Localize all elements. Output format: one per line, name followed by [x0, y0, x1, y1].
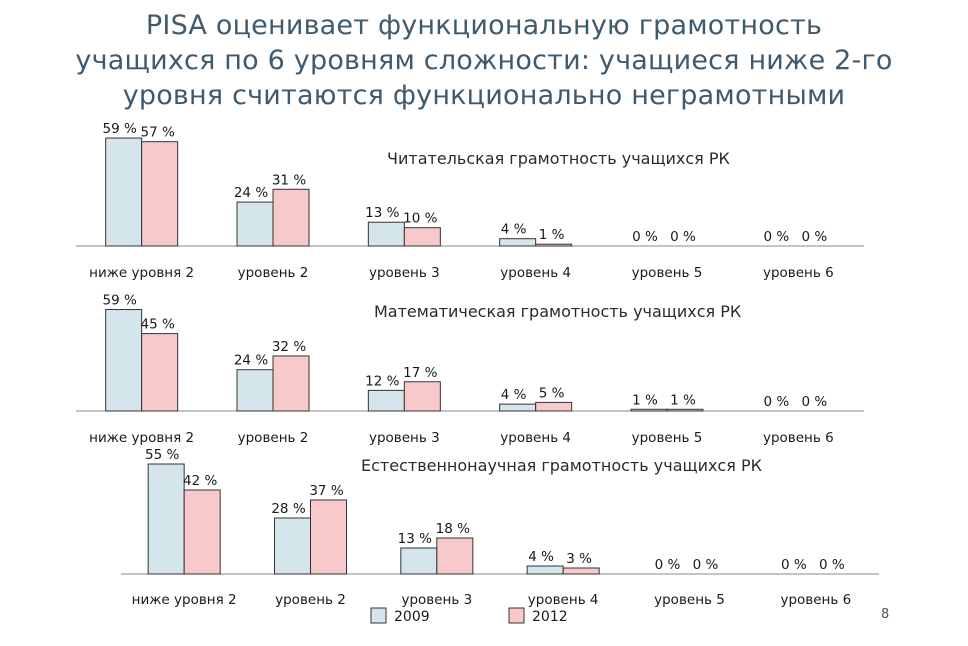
chart-1-data-label-2009-3: 13 %: [365, 205, 399, 221]
title-line-3: уровня считаются функционально неграмотн…: [122, 80, 846, 111]
chart-3-data-label-2012-6: 0 %: [819, 557, 845, 573]
chart-2-bar-2009-1: [105, 309, 143, 412]
chart-1-category-label-4: уровень 4: [500, 265, 571, 281]
chart-3-category-label-2: уровень 2: [275, 592, 346, 608]
chart-2-bar-2012-1: [141, 333, 179, 412]
chart-2-data-label-2009-4: 4 %: [501, 387, 527, 403]
chart-1-bar-2009-1: [105, 137, 143, 247]
chart-3-category-label-4: уровень 4: [528, 592, 599, 608]
chart-2-data-label-2012-1: 45 %: [141, 317, 175, 333]
chart-3-bar-2009-1: [147, 463, 185, 575]
legend-label-2012: 2012: [532, 609, 568, 625]
chart-3-category-label-1: ниже уровня 2: [132, 592, 237, 608]
chart-2-data-label-2009-2: 24 %: [234, 353, 268, 369]
chart-2-category-label-6: уровень 6: [763, 430, 834, 446]
chart-1-category-label-2: уровень 2: [238, 265, 309, 281]
chart-3-data-label-2009-3: 13 %: [398, 531, 432, 547]
chart-2-bar-2012-2: [272, 355, 310, 412]
chart-3-bar-2012-3: [436, 537, 474, 575]
chart-1-category-label-1: ниже уровня 2: [89, 265, 194, 281]
chart-2-data-label-2009-1: 59 %: [103, 293, 137, 309]
chart-1-bar-2009-2: [236, 201, 274, 247]
chart-2-data-label-2012-4: 5 %: [539, 385, 565, 401]
chart-1-data-label-2009-6: 0 %: [763, 229, 789, 245]
chart-3-category-label-6: уровень 6: [780, 592, 851, 608]
chart-1-bar-2012-1: [141, 141, 179, 247]
chart-3-category-label-5: уровень 5: [654, 592, 725, 608]
chart-1-data-label-2012-1: 57 %: [141, 125, 175, 141]
legend-swatch-2009: [370, 607, 387, 624]
chart-2-category-label-4: уровень 4: [500, 430, 571, 446]
chart-2-bar-2009-2: [236, 369, 274, 412]
chart-2-data-label-2009-5: 1 %: [632, 392, 658, 408]
chart-3-data-label-2012-5: 0 %: [693, 557, 719, 573]
chart-3-data-label-2009-2: 28 %: [271, 501, 305, 517]
chart-1-data-label-2012-4: 1 %: [539, 227, 565, 243]
chart-1-data-label-2012-2: 31 %: [272, 172, 306, 188]
chart-3-bar-2012-2: [310, 499, 347, 575]
chart-2-title: Математическая грамотность учащихся РК: [374, 302, 742, 321]
chart-2-bar-2009-3: [367, 389, 405, 412]
chart-1-data-label-2009-2: 24 %: [234, 185, 268, 201]
legend-label-2009: 2009: [394, 609, 430, 625]
legend-swatch-2012: [508, 607, 525, 624]
chart-1-bar-2012-2: [272, 188, 310, 247]
chart-2-data-label-2009-3: 12 %: [365, 373, 399, 389]
chart-3-bar-2012-1: [183, 489, 221, 575]
chart-1-data-label-2009-4: 4 %: [501, 222, 527, 238]
chart-2-category-label-5: уровень 5: [632, 430, 703, 446]
chart-3-data-label-2012-3: 18 %: [436, 521, 470, 537]
chart-1-data-label-2012-6: 0 %: [801, 229, 827, 245]
chart-2-data-label-2009-6: 0 %: [763, 394, 789, 410]
chart-2-category-label-2: уровень 2: [238, 430, 309, 446]
chart-1-category-label-3: уровень 3: [369, 265, 440, 281]
page-number: 8: [881, 607, 890, 622]
slide-title: PISA оценивает функциональную грамотност…: [0, 8, 968, 113]
chart-3-data-label-2012-1: 42 %: [183, 473, 217, 489]
chart-3-data-label-2012-2: 37 %: [309, 483, 343, 499]
chart-3-data-label-2012-4: 3 %: [566, 551, 592, 567]
chart-2-category-label-1: ниже уровня 2: [89, 430, 194, 446]
chart-1-category-label-5: уровень 5: [632, 265, 703, 281]
chart-2-bar-2012-5: [666, 408, 704, 412]
chart-2-data-label-2012-3: 17 %: [403, 365, 437, 381]
title-line-1: PISA оценивает функциональную грамотност…: [145, 10, 823, 41]
chart-1-title: Читательская грамотность учащихся РК: [387, 149, 731, 168]
chart-1-category-label-6: уровень 6: [763, 265, 834, 281]
chart-3-data-label-2009-4: 4 %: [528, 549, 554, 565]
chart-2-category-label-3: уровень 3: [369, 430, 440, 446]
chart-2-data-label-2012-6: 0 %: [801, 394, 827, 410]
chart-1-data-label-2012-3: 10 %: [403, 211, 437, 227]
chart-3-bar-2012-4: [562, 567, 600, 575]
chart-3-data-label-2009-1: 55 %: [145, 447, 179, 463]
chart-3-data-label-2009-5: 0 %: [655, 557, 681, 573]
chart-3-category-label-3: уровень 3: [401, 592, 472, 608]
chart-3-bar-2009-4: [526, 565, 564, 575]
chart-2-data-label-2012-5: 1 %: [670, 392, 696, 408]
chart-1-bar-2012-3: [403, 227, 441, 247]
chart-1-bar-2009-4: [499, 238, 537, 247]
chart-3-data-label-2009-6: 0 %: [781, 557, 807, 573]
chart-2-bar-2009-5: [630, 408, 668, 412]
chart-3-bar-2009-3: [400, 547, 438, 575]
chart-1-bar-2009-3: [367, 221, 405, 247]
chart-1-bar-2012-4: [535, 243, 573, 247]
chart-3-title: Естественнонаучная грамотность учащихся …: [361, 456, 763, 475]
chart-3-bar-2009-2: [274, 517, 311, 575]
title-line-2: учащихся по 6 уровням сложности: учащиес…: [75, 45, 893, 76]
chart-1-data-label-2009-5: 0 %: [632, 229, 658, 245]
chart-2-data-label-2012-2: 32 %: [272, 339, 306, 355]
chart-1-data-label-2009-1: 59 %: [103, 121, 137, 137]
chart-2-bar-2012-3: [403, 381, 441, 412]
chart-2-bar-2012-4: [535, 401, 573, 412]
chart-2-bar-2009-4: [499, 403, 537, 412]
chart-1-data-label-2012-5: 0 %: [670, 229, 696, 245]
